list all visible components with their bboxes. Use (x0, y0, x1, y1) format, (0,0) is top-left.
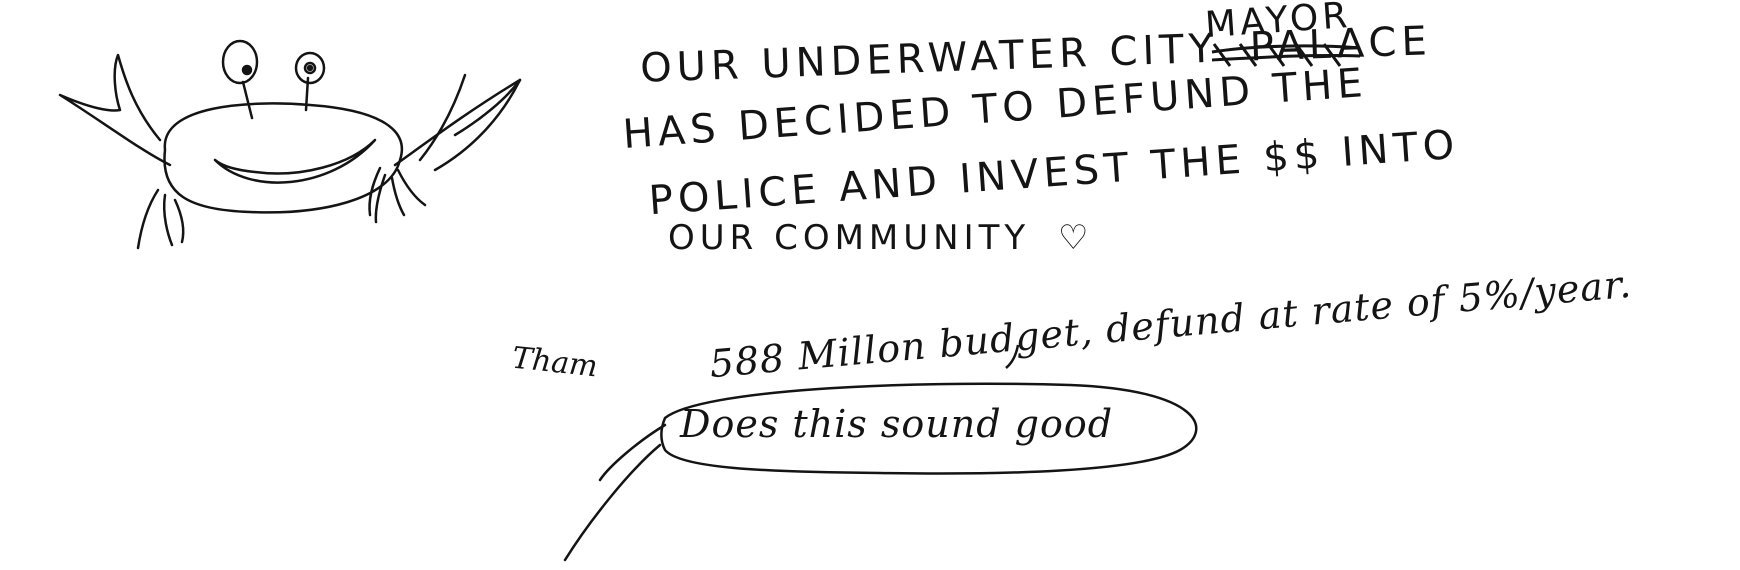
speech-bubble-text: Does this sound good (680, 402, 1114, 446)
heart-icon: ♡ (1057, 218, 1094, 258)
note-line-4: OUR COMMUNITY ♡ (668, 218, 1093, 258)
note-line-4-text: OUR COMMUNITY (668, 218, 1031, 258)
